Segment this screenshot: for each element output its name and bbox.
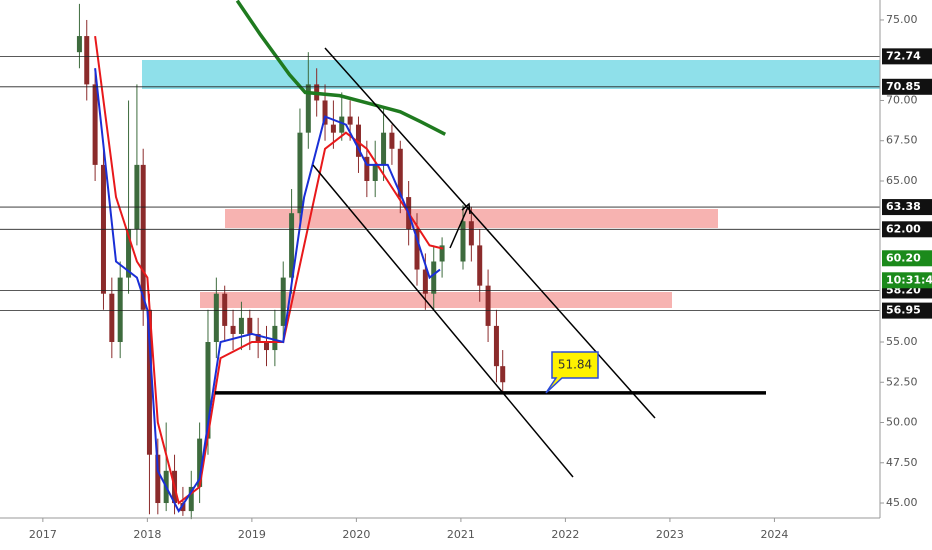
- candle-body: [322, 100, 328, 125]
- y-tick-label: 70.00: [886, 93, 918, 106]
- candle-body: [264, 342, 270, 351]
- price-level-label-box: [882, 78, 932, 95]
- candle-body: [389, 132, 395, 149]
- channel-lower: [312, 164, 574, 478]
- candle-body: [414, 229, 420, 270]
- candle-body: [372, 164, 378, 181]
- candle-body: [126, 229, 132, 278]
- x-tick-label: 2021: [447, 528, 475, 541]
- channel-upper: [324, 47, 656, 419]
- price-level-label: 70.85: [886, 80, 921, 93]
- candle-body: [297, 132, 303, 214]
- candle-body: [92, 84, 98, 165]
- x-tick-label: 2020: [342, 528, 370, 541]
- y-tick-label: 67.50: [886, 134, 918, 147]
- candle-body: [355, 124, 361, 157]
- price-level-label-box: [882, 302, 932, 319]
- price-level-label: 62.00: [886, 222, 921, 235]
- candle-body: [347, 116, 353, 125]
- price-level-label-box: [882, 199, 932, 216]
- candle-body: [140, 164, 146, 310]
- candle-body: [431, 261, 437, 294]
- moving-average: [235, 0, 447, 136]
- y-tick-label: 47.50: [886, 456, 918, 469]
- price-level-label: 72.74: [886, 49, 921, 62]
- x-tick-label: 2019: [238, 528, 266, 541]
- callout-box: [545, 351, 599, 394]
- price-level-label: 63.38: [886, 200, 921, 213]
- candle-body: [213, 293, 219, 343]
- candle-body: [477, 245, 483, 286]
- candle-body: [222, 293, 228, 326]
- moving-average: [94, 35, 444, 505]
- x-tick-label: 2024: [760, 528, 788, 541]
- candle-body: [247, 317, 253, 334]
- candle-body: [500, 366, 506, 383]
- candle-body: [117, 277, 123, 343]
- candle-body: [205, 342, 211, 439]
- candle-body: [188, 486, 194, 512]
- last-price-label: 60.20: [886, 251, 921, 264]
- price-level-label: 56.95: [886, 304, 921, 317]
- countdown-label: 10:31:46: [886, 273, 932, 286]
- candle-body: [364, 156, 370, 181]
- candle-body: [109, 293, 115, 343]
- candle-body: [493, 325, 499, 367]
- candle-body: [468, 221, 474, 246]
- arrow-head: [461, 202, 471, 215]
- last-price-label-box: [882, 250, 932, 267]
- candle-body: [197, 438, 203, 487]
- candle-body: [289, 213, 295, 278]
- x-tick-label: 2022: [551, 528, 579, 541]
- y-tick-label: 55.00: [886, 335, 918, 348]
- candle-body: [485, 285, 491, 326]
- candle-body: [397, 148, 403, 198]
- candle-body: [238, 317, 244, 334]
- y-tick-label: 65.00: [886, 174, 918, 187]
- demand-zone: [200, 292, 672, 308]
- candle-body: [155, 454, 161, 504]
- candle-body: [230, 325, 236, 334]
- price-level-label-box: [882, 48, 932, 65]
- y-tick-label: 52.50: [886, 375, 918, 388]
- candle-body: [134, 164, 140, 230]
- countdown-label-box: [882, 272, 932, 289]
- y-tick-label: 45.00: [886, 496, 918, 509]
- resistance-zone: [142, 60, 880, 89]
- arrow-shaft: [449, 206, 469, 249]
- candle-body: [439, 245, 445, 262]
- price-level-label-box: [882, 221, 932, 238]
- y-tick-label: 50.00: [886, 416, 918, 429]
- moving-average: [94, 68, 441, 514]
- candle-body: [330, 124, 336, 133]
- candle-body: [381, 132, 387, 165]
- y-tick-label: 75.00: [886, 13, 918, 26]
- x-tick-label: 2023: [656, 528, 684, 541]
- candle-body: [146, 309, 152, 455]
- candle-body: [180, 503, 186, 512]
- candle-body: [255, 333, 261, 343]
- candle-body: [76, 36, 82, 53]
- candle-body: [272, 325, 278, 351]
- x-tick-label: 2017: [29, 528, 57, 541]
- x-tick-label: 2018: [133, 528, 161, 541]
- candle-body: [339, 116, 345, 133]
- callout-label: 51.84: [558, 358, 592, 372]
- candle-body: [422, 269, 428, 294]
- candle-body: [305, 84, 311, 133]
- candle-body: [84, 36, 90, 85]
- candle-body: [460, 221, 466, 262]
- candle-body: [280, 277, 286, 326]
